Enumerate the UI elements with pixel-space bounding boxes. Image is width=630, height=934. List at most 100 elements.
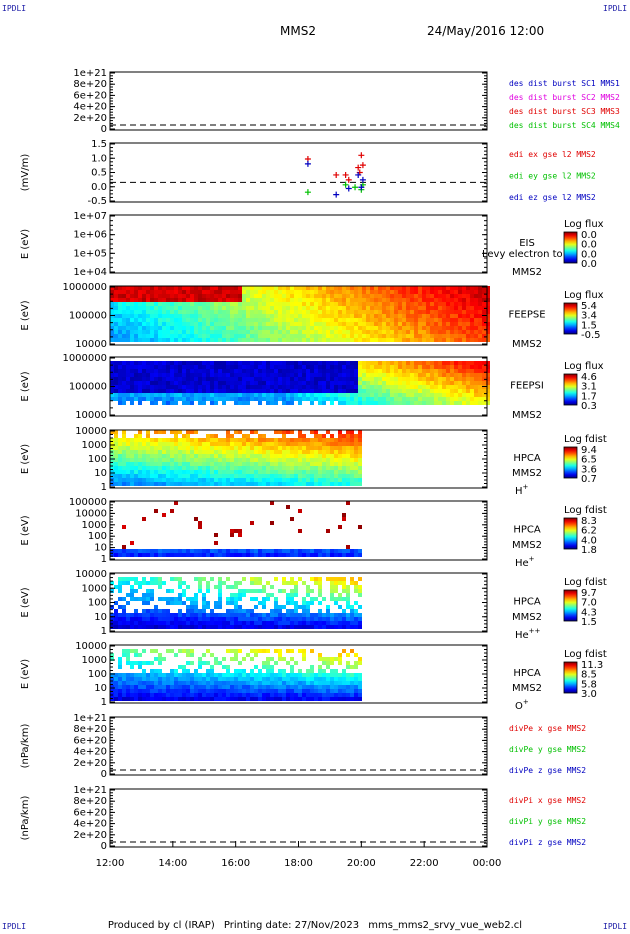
colorbar [563, 661, 578, 694]
colorbar-value: 5.8 [581, 679, 597, 690]
colorbar-value: 9.4 [581, 445, 597, 456]
colorbar-value: 6.5 [581, 455, 597, 466]
extra-label: Levy electron to [482, 249, 563, 260]
colorbar-value: 4.0 [581, 535, 597, 546]
colorbar-value: 4.6 [581, 372, 597, 383]
y-tick-label: 4e+20 [73, 819, 107, 830]
colorbar-title: Log fdist [564, 434, 607, 445]
colorbar-value: 3.6 [581, 464, 597, 475]
y-tick-label: 10000 [75, 426, 107, 437]
y-tick-label: 1 [101, 482, 107, 493]
y-axis-label: (mV/m) [20, 154, 31, 192]
y-tick-label: 0.0 [91, 182, 107, 193]
y-tick-label: 2e+20 [73, 113, 107, 124]
y-tick-label: 1 [101, 697, 107, 708]
colorbar [563, 373, 578, 406]
colorbar-value: 6.2 [581, 526, 597, 537]
time-tick-label: 12:00 [96, 858, 125, 869]
scatter-point-s2-p5 [359, 176, 366, 183]
panel-frame [109, 71, 488, 131]
colorbar-value: 0.0 [581, 249, 597, 260]
y-tick-label: 1e+06 [73, 230, 107, 241]
date-title: 24/May/2016 12:00 [427, 24, 545, 38]
colorbar [563, 231, 578, 264]
panel-hpca-he2: 10000 1000 100 10 1 E (eV) HPCA MMS2 He++ Log fdi… [20, 569, 607, 641]
footer-produced-by: Produced by cl (IRAP) [107, 920, 215, 931]
legend-entry: divPi y gse MMS2 [509, 817, 586, 826]
spacecraft-label: MMS2 [512, 683, 542, 694]
y-tick-label: 4e+20 [73, 102, 107, 113]
y-tick-label: 0.5 [91, 168, 107, 179]
y-tick-label: 1e+21 [73, 68, 107, 79]
panel-frame [109, 788, 488, 848]
y-tick-label: 8e+20 [73, 796, 107, 807]
colorbar-title: Log fdist [564, 505, 607, 516]
panel-feeps-e: 1000000 100000 10000 E (eV) FEEPSE MMS2 Log fl… [20, 282, 604, 350]
panel-frame [109, 214, 488, 274]
colorbar-value: 0.0 [581, 240, 597, 251]
y-tick-label: 10000 [75, 641, 107, 652]
legend-entry: divPi z gse MMS2 [509, 838, 586, 847]
panel-frame [109, 716, 488, 776]
scatter-point-s1-p2 [352, 184, 359, 191]
time-tick-label: 20:00 [347, 858, 376, 869]
y-tick-label: 1e+21 [73, 713, 107, 724]
time-tick-label: 16:00 [221, 858, 250, 869]
instrument-label: FEEPSE [508, 310, 545, 321]
scatter-point-s2-p4 [358, 184, 365, 191]
y-axis-label: E (eV) [20, 371, 31, 401]
spacecraft-label: MMS2 [512, 339, 542, 350]
y-tick-label: 10000 [75, 508, 107, 519]
spacecraft-label: MMS2 [512, 468, 542, 479]
instrument-label: EIS [519, 238, 535, 249]
scatter-point-s1-p0 [304, 189, 311, 196]
y-tick-label: 100 [88, 454, 107, 465]
colorbar-value: 7.0 [581, 598, 597, 609]
y-tick-label: 100000 [69, 497, 107, 508]
legend-entry: edi ey gse l2 MMS2 [509, 172, 596, 181]
y-tick-label: 0 [101, 841, 107, 852]
y-tick-label: 1.5 [91, 139, 107, 150]
legend-entry: divPe x gse MMS2 [509, 724, 586, 733]
instrument-label: HPCA [513, 597, 541, 608]
y-tick-label: 1e+05 [73, 248, 107, 259]
y-tick-label: 100000 [69, 382, 107, 393]
y-tick-label: 10 [94, 612, 107, 623]
legend-entry: des dist burst SC2 MMS2 [509, 93, 620, 102]
mission-title: MMS2 [280, 24, 316, 38]
footer-script: mms_mms2_srvy_vue_web2.cl [368, 920, 523, 931]
instrument-label: HPCA [513, 525, 541, 536]
y-tick-label: 1 [101, 626, 107, 637]
spacecraft-label: MMS2 [512, 540, 542, 551]
spacecraft-label: MMS2 [512, 612, 542, 623]
spacecraft-label: MMS2 [512, 410, 542, 421]
legend-entry: edi ex gse l2 MMS2 [509, 150, 596, 159]
scatter-point-s0-p2 [342, 171, 349, 178]
y-tick-label: 10 [94, 468, 107, 479]
y-tick-label: 10000 [75, 569, 107, 580]
colorbar-value: 1.7 [581, 391, 597, 402]
scatter-point-s0-p1 [333, 171, 340, 178]
species-label: He++ [515, 627, 541, 641]
time-axis: 12:00 14:00 16:00 18:00 20:00 22:00 00:00 [96, 841, 501, 869]
legend-entry: divPi x gse MMS2 [509, 796, 586, 805]
scatter-point-s2-p1 [333, 191, 340, 198]
time-tick-label: 14:00 [158, 858, 187, 869]
y-tick-label: 2e+20 [73, 830, 107, 841]
colorbar-value: 1.5 [581, 320, 597, 331]
species-label: O+ [515, 698, 529, 712]
y-tick-label: 100 [88, 531, 107, 542]
y-tick-label: 1.0 [91, 153, 107, 164]
colorbar-value: 9.7 [581, 588, 597, 599]
y-tick-label: 1000 [82, 583, 107, 594]
footer: Produced by cl (IRAP) Printing date: 27/… [0, 920, 630, 931]
colorbar-value: 11.3 [581, 660, 603, 671]
y-axis-label: E (eV) [20, 300, 31, 330]
colorbar-title: Log fdist [564, 649, 607, 660]
y-tick-label: 100 [88, 669, 107, 680]
